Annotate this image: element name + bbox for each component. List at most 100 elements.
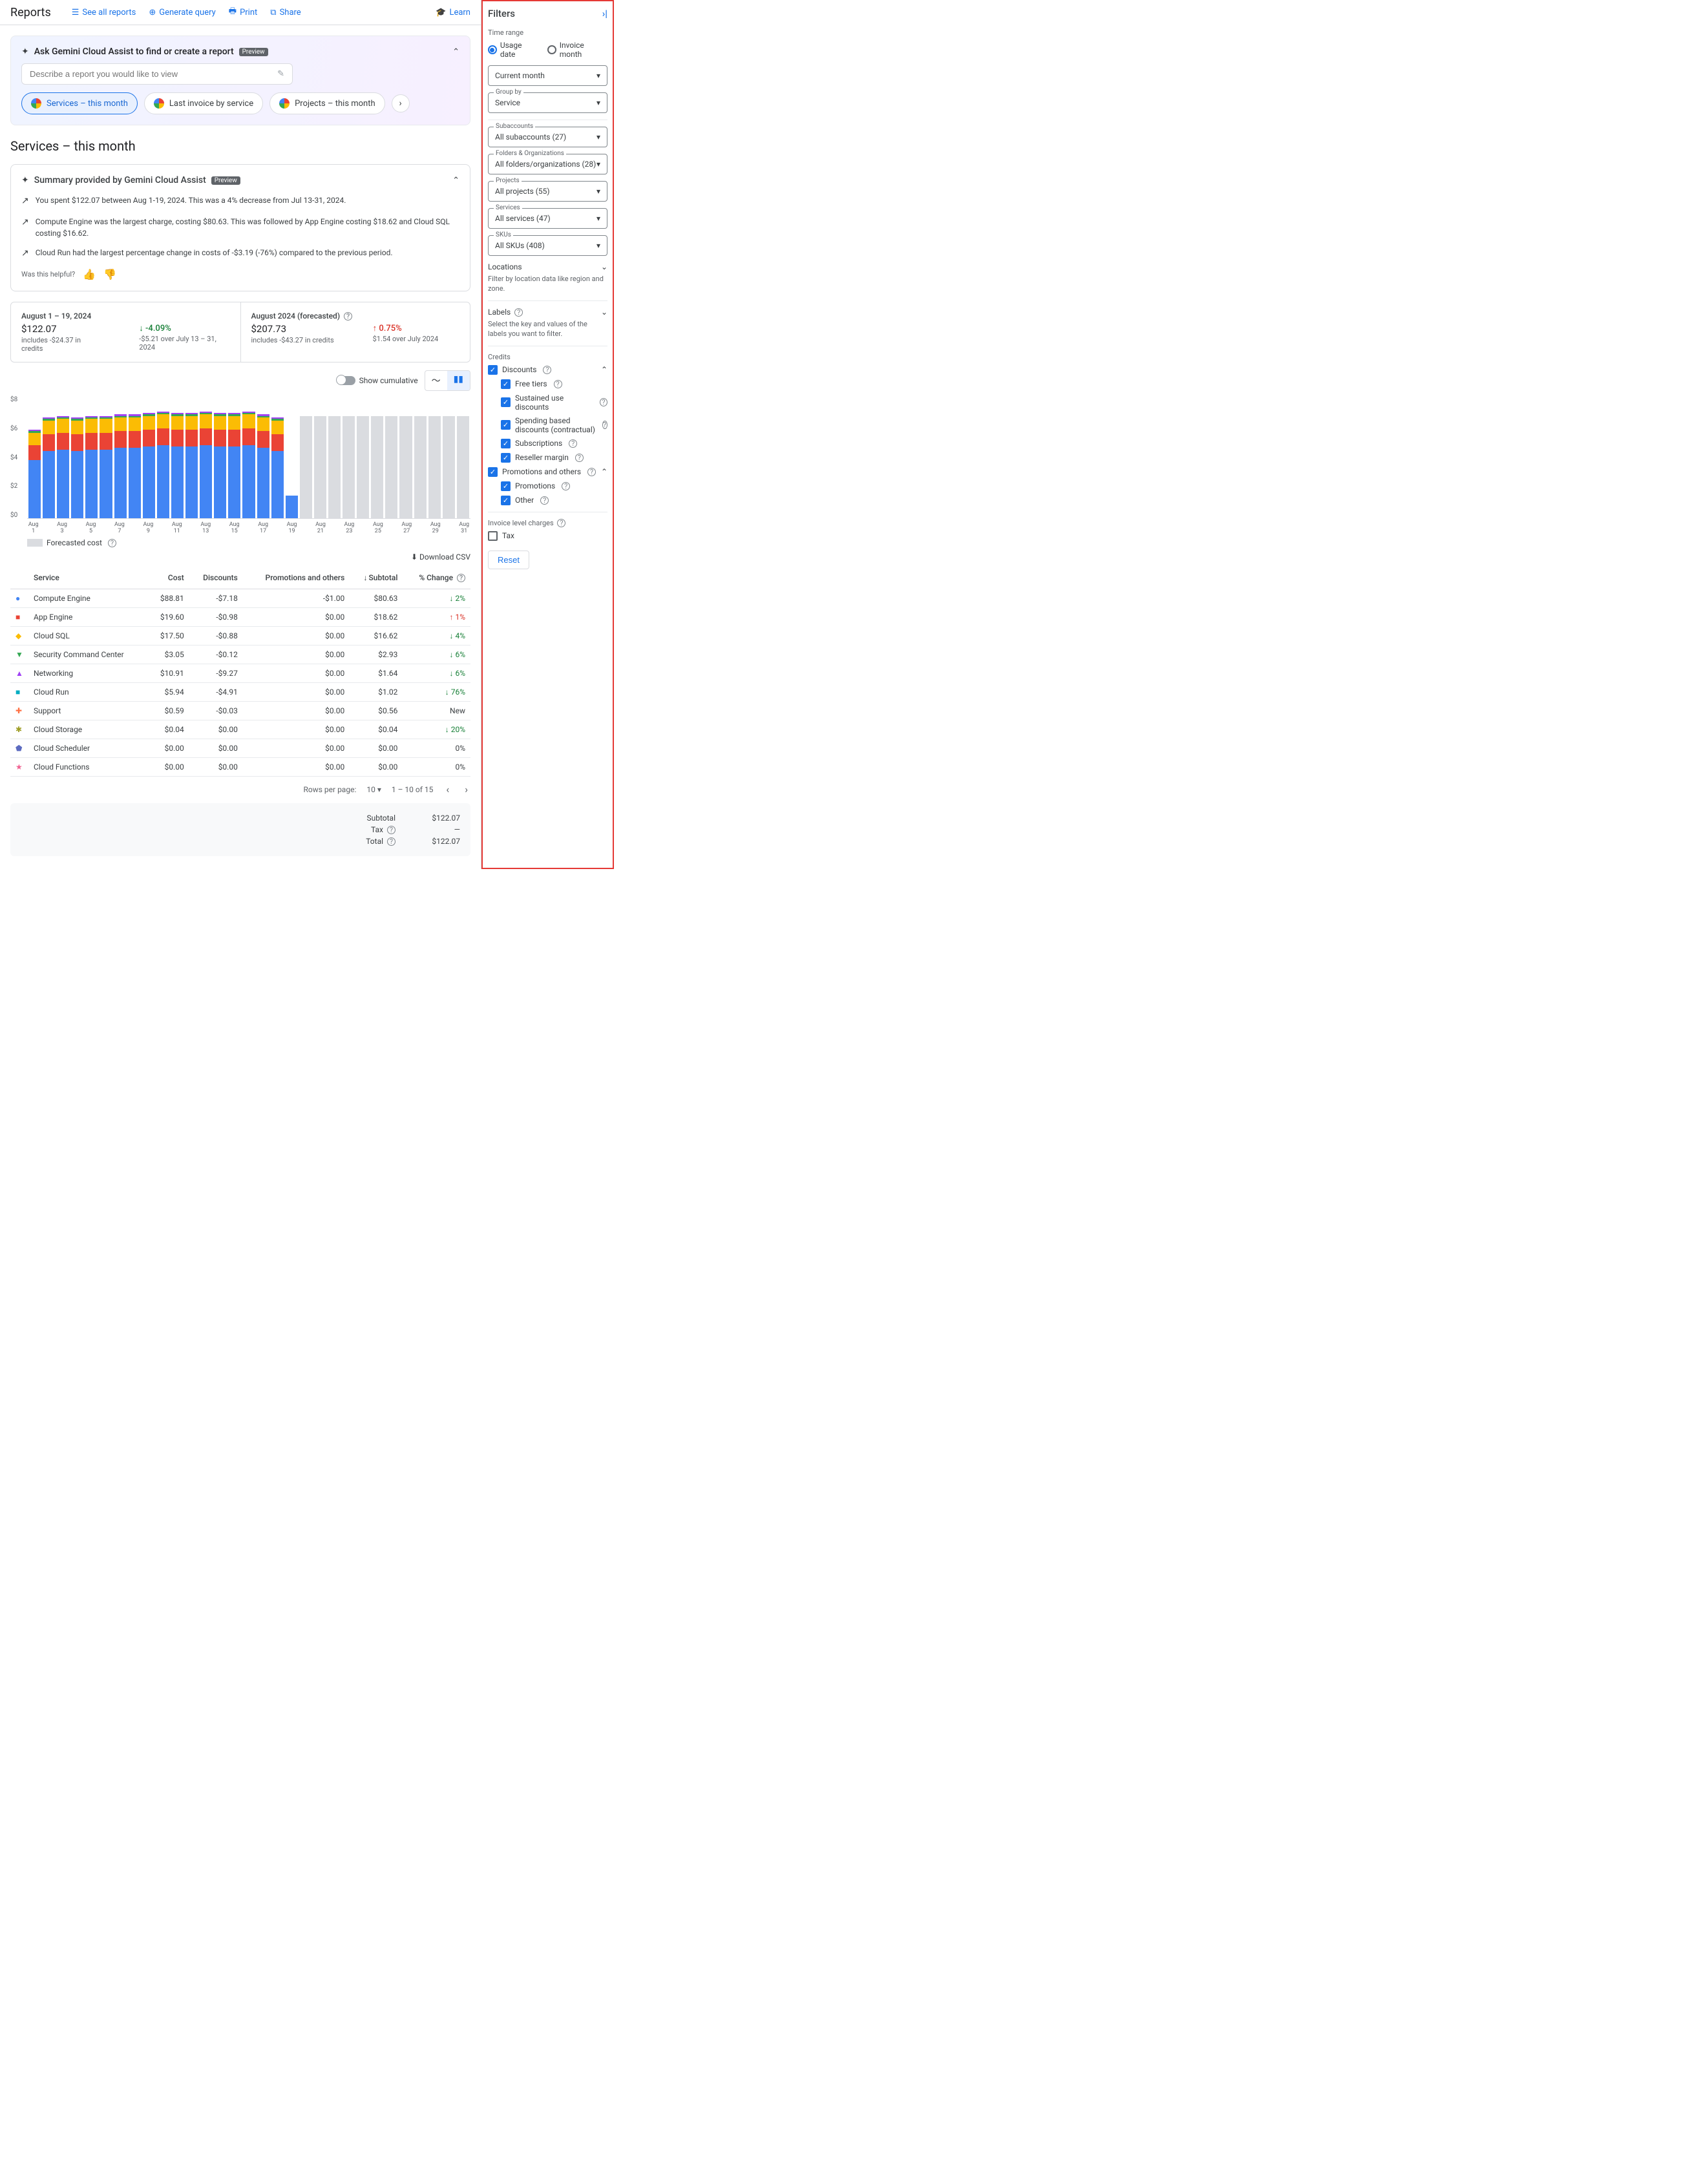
collapse-icon[interactable]: ⌃: [452, 47, 459, 57]
chart-bar[interactable]: [314, 396, 326, 518]
info-icon[interactable]: ?: [387, 826, 396, 834]
free-tiers-check[interactable]: ✓Free tiers?: [501, 379, 607, 389]
time-range-select[interactable]: Current month▾: [488, 65, 607, 86]
locations-filter[interactable]: Locations⌄: [488, 262, 607, 271]
chart-bar[interactable]: [399, 396, 412, 518]
info-icon[interactable]: ?: [554, 380, 562, 388]
bar-view-button[interactable]: ▮▮: [447, 371, 470, 390]
chart-bar[interactable]: [85, 396, 98, 518]
chart-bar[interactable]: [100, 396, 112, 518]
spending-check[interactable]: ✓Spending based discounts (contractual)?: [501, 416, 607, 434]
chart-bar[interactable]: [57, 396, 69, 518]
chart-bar[interactable]: [271, 396, 284, 518]
chip-projects-month[interactable]: Projects – this month: [269, 92, 385, 114]
group-by-select[interactable]: Group byService▾: [488, 92, 607, 113]
folders-select[interactable]: Folders & OrganizationsAll folders/organ…: [488, 154, 607, 174]
chart-bar[interactable]: [129, 396, 141, 518]
chip-next-button[interactable]: ›: [392, 94, 410, 112]
chart-bar[interactable]: [428, 396, 441, 518]
projects-select[interactable]: ProjectsAll projects (55)▾: [488, 181, 607, 202]
chart-bar[interactable]: [71, 396, 83, 518]
other-check[interactable]: ✓Other?: [501, 496, 607, 505]
info-icon[interactable]: ?: [562, 482, 570, 490]
info-icon[interactable]: ?: [387, 837, 396, 846]
rows-select[interactable]: 10 ▾: [366, 785, 381, 794]
invoice-month-radio[interactable]: Invoice month: [547, 41, 607, 59]
gemini-prompt-input[interactable]: ✎: [21, 63, 293, 85]
chart-bar[interactable]: [214, 396, 226, 518]
cumulative-toggle[interactable]: Show cumulative: [337, 376, 418, 385]
table-row[interactable]: ✱Cloud Storage$0.04$0.00$0.00$0.04↓ 20%: [10, 720, 470, 739]
collapse-panel-icon[interactable]: ›|: [602, 8, 607, 19]
info-icon[interactable]: ?: [344, 312, 352, 320]
table-row[interactable]: ▼Security Command Center$3.05-$0.12$0.00…: [10, 646, 470, 664]
info-icon[interactable]: ?: [108, 539, 116, 547]
thumbs-up-icon[interactable]: 👍: [83, 268, 96, 280]
table-row[interactable]: ■Cloud Run$5.94-$4.91$0.00$1.02↓ 76%: [10, 683, 470, 702]
table-row[interactable]: ★Cloud Functions$0.00$0.00$0.00$0.000%: [10, 758, 470, 777]
chart-bar[interactable]: [200, 396, 212, 518]
chart-bar[interactable]: [357, 396, 369, 518]
info-icon[interactable]: ?: [540, 496, 549, 505]
chart-bar[interactable]: [457, 396, 469, 518]
info-icon[interactable]: ?: [587, 468, 596, 476]
info-icon[interactable]: ?: [569, 439, 577, 448]
services-select[interactable]: ServicesAll services (47)▾: [488, 208, 607, 229]
chart-bar[interactable]: [114, 396, 127, 518]
info-icon[interactable]: ?: [600, 398, 607, 406]
chart-bar[interactable]: [228, 396, 240, 518]
promotions-check[interactable]: ✓Promotions?: [501, 481, 607, 491]
info-icon[interactable]: ?: [575, 454, 584, 462]
skus-select[interactable]: SKUsAll SKUs (408)▾: [488, 235, 607, 256]
chevron-up-icon[interactable]: ⌃: [601, 467, 607, 476]
chart-bar[interactable]: [443, 396, 455, 518]
info-icon[interactable]: ?: [543, 366, 551, 374]
th-promos[interactable]: Promotions and others: [243, 567, 350, 589]
table-row[interactable]: ■App Engine$19.60-$0.98$0.00$18.62↑ 1%: [10, 608, 470, 627]
reseller-check[interactable]: ✓Reseller margin?: [501, 453, 607, 463]
table-row[interactable]: ⬟Cloud Scheduler$0.00$0.00$0.00$0.000%: [10, 739, 470, 758]
info-icon[interactable]: ?: [457, 574, 465, 582]
th-cost[interactable]: Cost: [149, 567, 189, 589]
edit-icon[interactable]: ✎: [277, 69, 284, 79]
table-row[interactable]: ◆Cloud SQL$17.50-$0.88$0.00$16.62↓ 4%: [10, 627, 470, 646]
next-page-button[interactable]: ›: [462, 783, 470, 795]
chart-bar[interactable]: [300, 396, 312, 518]
chart-bar[interactable]: [385, 396, 397, 518]
chart-bar[interactable]: [157, 396, 169, 518]
chart-bar[interactable]: [43, 396, 55, 518]
collapse-icon[interactable]: ⌃: [452, 176, 459, 185]
chart-bar[interactable]: [185, 396, 198, 518]
share-link[interactable]: ⧉Share: [270, 8, 301, 17]
th-discounts[interactable]: Discounts: [189, 567, 243, 589]
th-subtotal[interactable]: ↓Subtotal: [350, 567, 403, 589]
chart-bar[interactable]: [343, 396, 355, 518]
chart-bar[interactable]: [171, 396, 184, 518]
info-icon[interactable]: ?: [602, 421, 607, 429]
chart-bar[interactable]: [286, 396, 298, 518]
table-row[interactable]: ▲Networking$10.91-$9.27$0.00$1.64↓ 6%: [10, 664, 470, 683]
gemini-input-field[interactable]: [30, 69, 277, 79]
thumbs-down-icon[interactable]: 👎: [103, 268, 116, 280]
chart-bar[interactable]: [371, 396, 383, 518]
sustained-check[interactable]: ✓Sustained use discounts?: [501, 394, 607, 412]
line-view-button[interactable]: 〜: [425, 371, 447, 390]
generate-query-link[interactable]: ⊕Generate query: [149, 8, 215, 17]
download-csv-link[interactable]: ⬇ Download CSV: [10, 552, 470, 562]
chart-bar[interactable]: [143, 396, 155, 518]
th-service[interactable]: Service: [28, 567, 149, 589]
chevron-up-icon[interactable]: ⌃: [601, 365, 607, 374]
chart-bar[interactable]: [242, 396, 255, 518]
chart-bar[interactable]: [328, 396, 341, 518]
discounts-check[interactable]: ✓Discounts?⌃: [488, 365, 607, 375]
table-row[interactable]: ●Compute Engine$88.81-$7.18-$1.00$80.63↓…: [10, 589, 470, 608]
table-row[interactable]: ✚Support$0.59-$0.03$0.00$0.56New: [10, 702, 470, 720]
chart-bar[interactable]: [414, 396, 427, 518]
labels-filter[interactable]: Labels ?⌄: [488, 308, 607, 317]
tax-check[interactable]: Tax: [488, 531, 607, 541]
promos-check[interactable]: ✓Promotions and others?⌃: [488, 467, 607, 477]
chip-services-month[interactable]: Services – this month: [21, 92, 138, 114]
usage-date-radio[interactable]: Usage date: [488, 41, 538, 59]
info-icon[interactable]: ?: [557, 519, 565, 527]
print-link[interactable]: 🖶Print: [229, 5, 257, 19]
